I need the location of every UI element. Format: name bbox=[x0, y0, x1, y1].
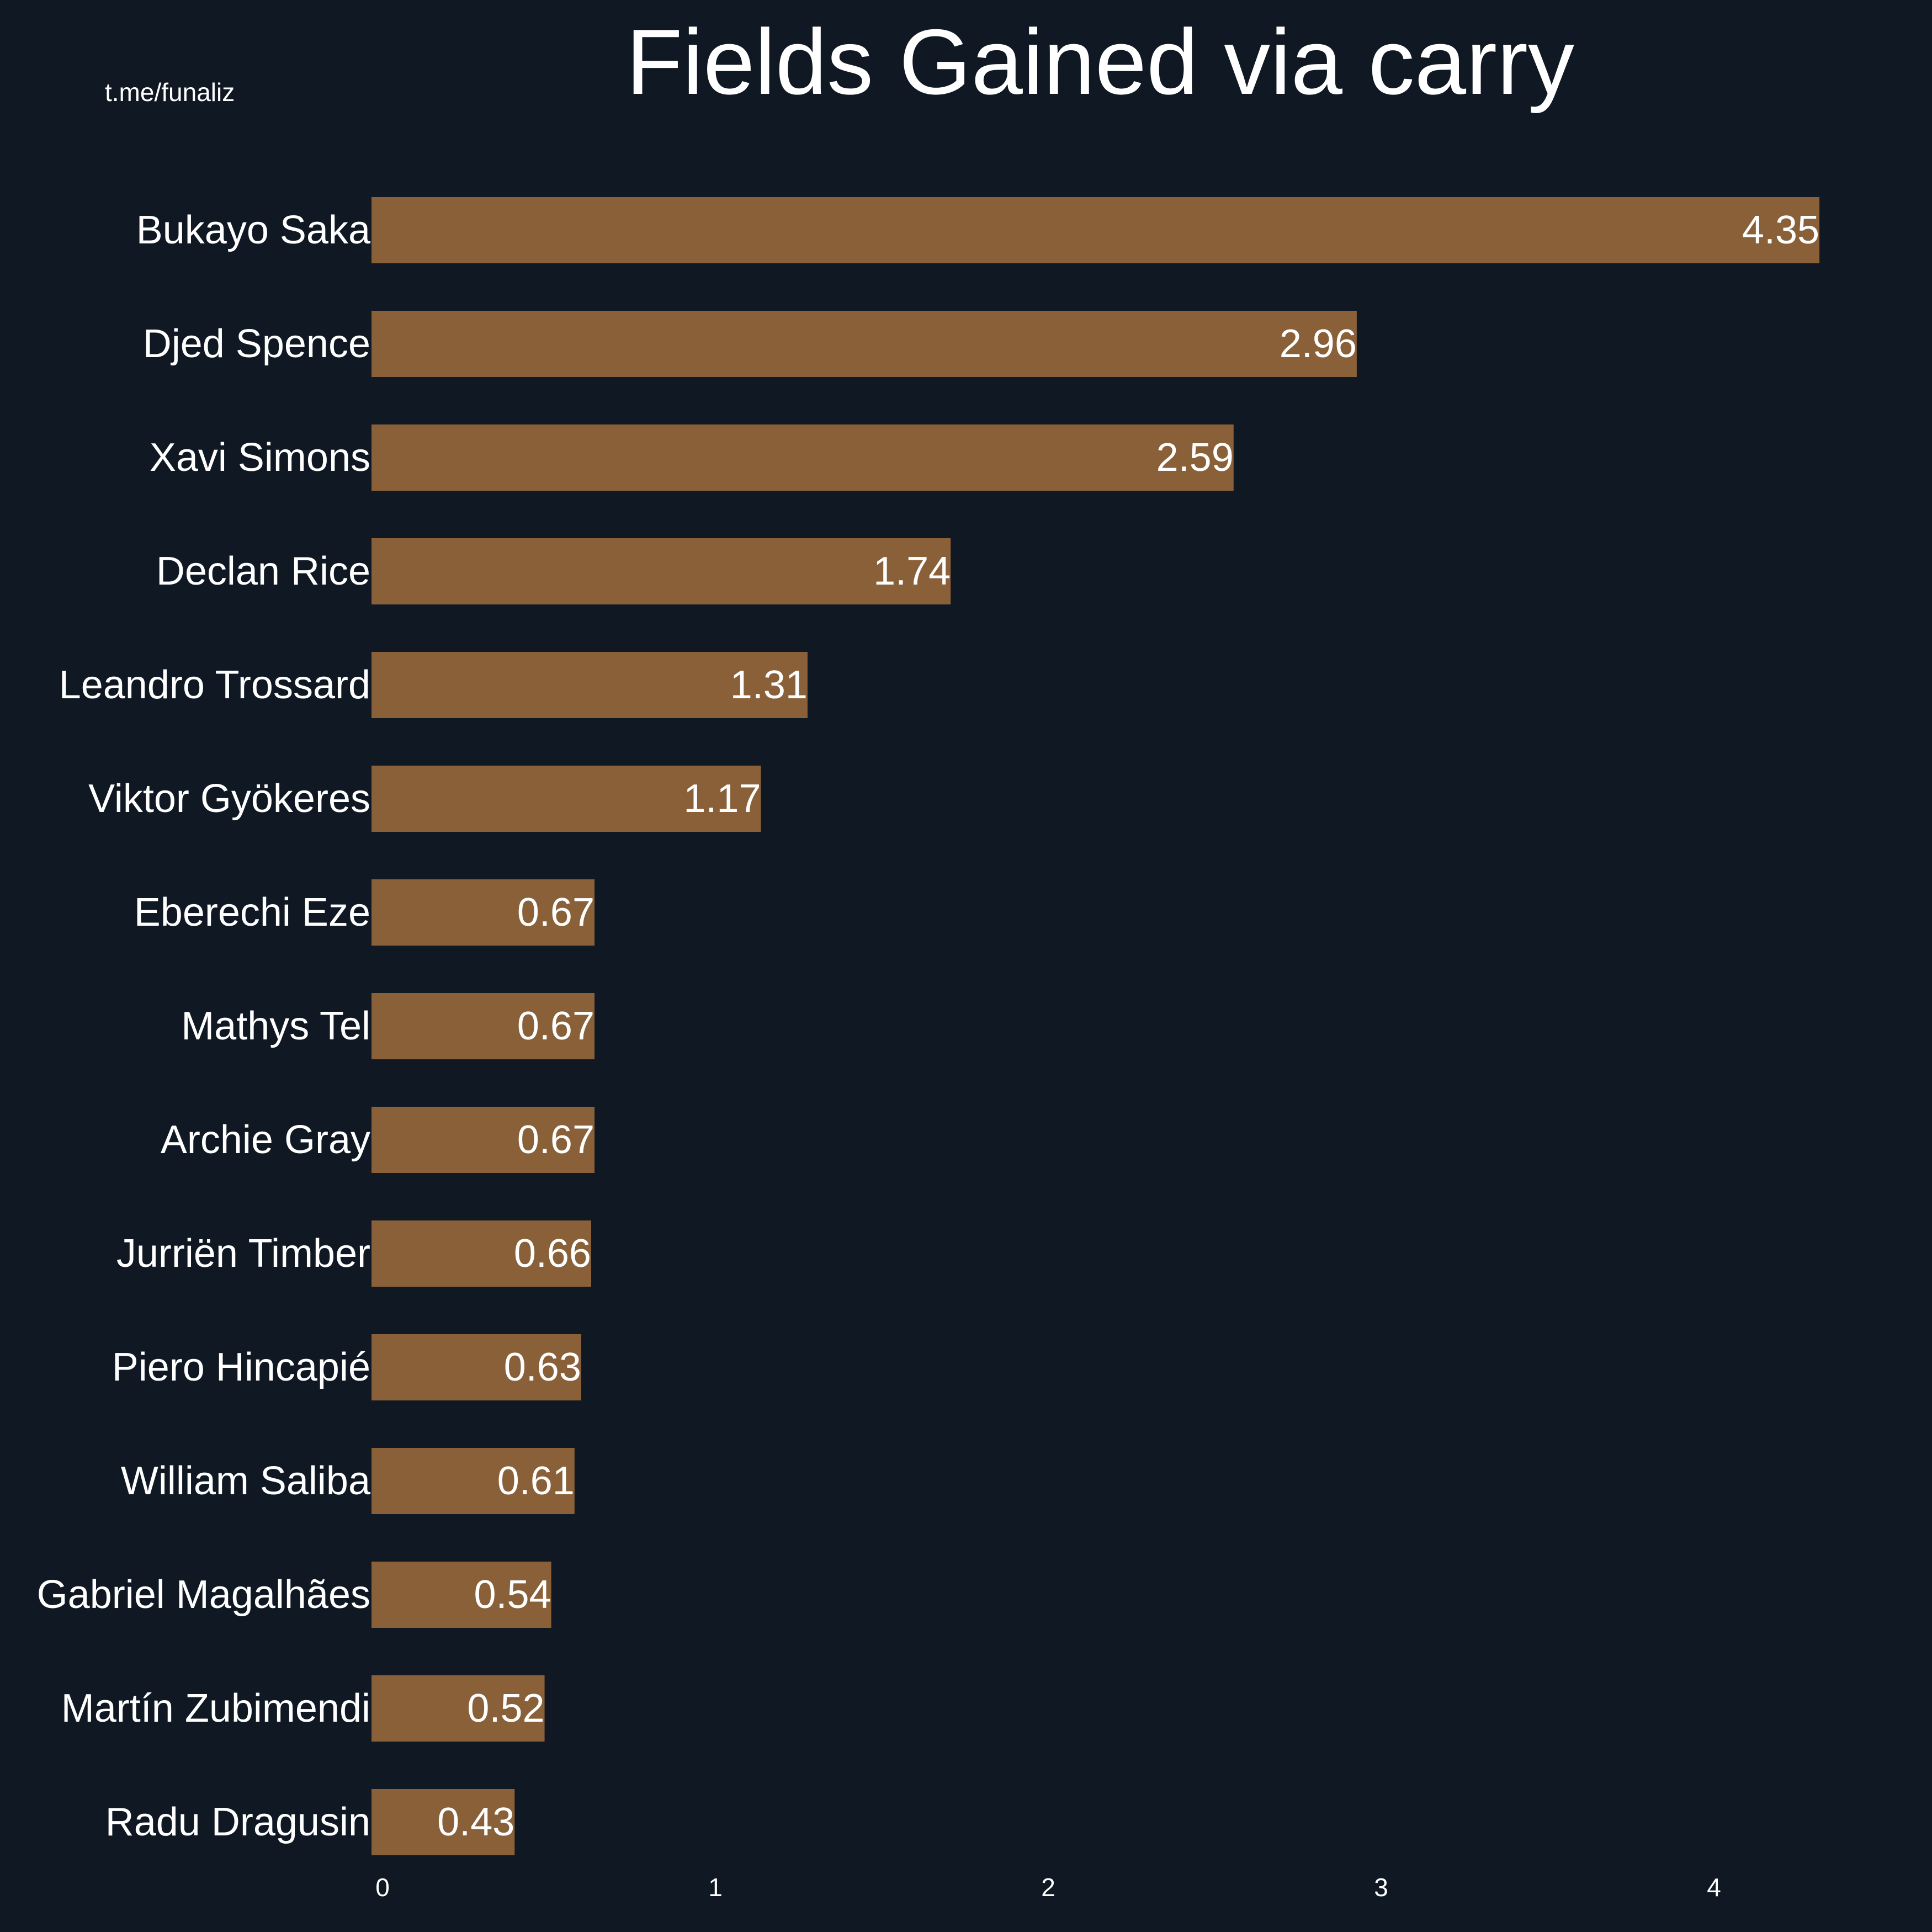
x-tick-label: 0 bbox=[375, 1873, 390, 1902]
category-label: Djed Spence bbox=[143, 322, 370, 366]
bar bbox=[371, 1448, 575, 1514]
category-label: Gabriel Magalhães bbox=[37, 1573, 370, 1617]
category-label: Radu Dragusin bbox=[105, 1800, 370, 1844]
value-label: 1.74 bbox=[873, 549, 951, 593]
chart-title: Fields Gained via carry bbox=[626, 10, 1574, 114]
category-label: Viktor Gyökeres bbox=[88, 777, 370, 821]
value-label: 1.31 bbox=[730, 663, 808, 707]
bar bbox=[371, 311, 1357, 377]
bar bbox=[371, 1220, 591, 1287]
value-label: 0.67 bbox=[517, 1118, 595, 1162]
value-label: 0.67 bbox=[517, 1004, 595, 1048]
value-label: 4.35 bbox=[1742, 208, 1819, 252]
bar bbox=[371, 652, 808, 718]
category-label: Xavi Simons bbox=[150, 436, 370, 480]
bar bbox=[371, 1562, 551, 1628]
category-label: Jurriën Timber bbox=[116, 1232, 370, 1276]
category-label: Bukayo Saka bbox=[136, 208, 371, 252]
value-label: 0.43 bbox=[437, 1800, 514, 1844]
category-labels-layer: Bukayo Saka Djed Spence Xavi Simons Declan … bbox=[37, 208, 371, 1844]
x-tick-label: 4 bbox=[1707, 1873, 1721, 1902]
bar bbox=[371, 424, 1234, 491]
category-label: Archie Gray bbox=[161, 1118, 370, 1162]
x-tick-label: 1 bbox=[708, 1873, 723, 1902]
bar bbox=[371, 197, 1820, 263]
value-label: 0.54 bbox=[474, 1573, 551, 1617]
watermark-text: t.me/funaliz bbox=[105, 78, 235, 107]
bar bbox=[371, 1334, 581, 1400]
value-label: 1.17 bbox=[683, 777, 761, 821]
category-label: Martín Zubimendi bbox=[61, 1686, 370, 1731]
x-tick-label: 3 bbox=[1374, 1873, 1388, 1902]
category-label: Eberechi Eze bbox=[134, 890, 370, 935]
bar bbox=[371, 993, 595, 1059]
bar bbox=[371, 766, 761, 832]
bar bbox=[371, 879, 595, 946]
category-label: Leandro Trossard bbox=[59, 663, 370, 707]
value-label: 2.59 bbox=[1156, 436, 1234, 480]
value-label: 0.66 bbox=[514, 1232, 591, 1276]
category-label: Declan Rice bbox=[156, 549, 370, 593]
x-axis-ticks: 0 1 2 3 4 bbox=[375, 1873, 1721, 1902]
bar bbox=[371, 1107, 595, 1173]
category-label: Piero Hincapié bbox=[112, 1345, 370, 1389]
x-tick-label: 2 bbox=[1041, 1873, 1055, 1902]
value-labels-layer: 4.35 2.96 2.59 1.74 1.31 1.17 0.67 0.67 0.67 0.66… bbox=[437, 208, 1819, 1844]
bars-layer bbox=[371, 197, 1820, 1855]
value-label: 0.63 bbox=[504, 1345, 581, 1389]
value-label: 0.61 bbox=[497, 1459, 575, 1503]
bar bbox=[371, 1789, 515, 1855]
bar bbox=[371, 538, 951, 604]
category-label: Mathys Tel bbox=[181, 1004, 370, 1048]
category-label: William Saliba bbox=[121, 1459, 371, 1503]
value-label: 0.67 bbox=[517, 890, 595, 935]
value-label: 0.52 bbox=[467, 1686, 544, 1731]
value-label: 2.96 bbox=[1280, 322, 1357, 366]
bar bbox=[371, 1675, 545, 1742]
